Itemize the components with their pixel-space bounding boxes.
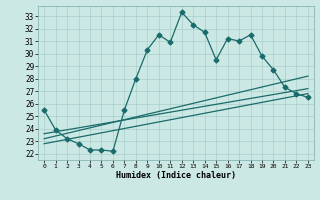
X-axis label: Humidex (Indice chaleur): Humidex (Indice chaleur): [116, 171, 236, 180]
